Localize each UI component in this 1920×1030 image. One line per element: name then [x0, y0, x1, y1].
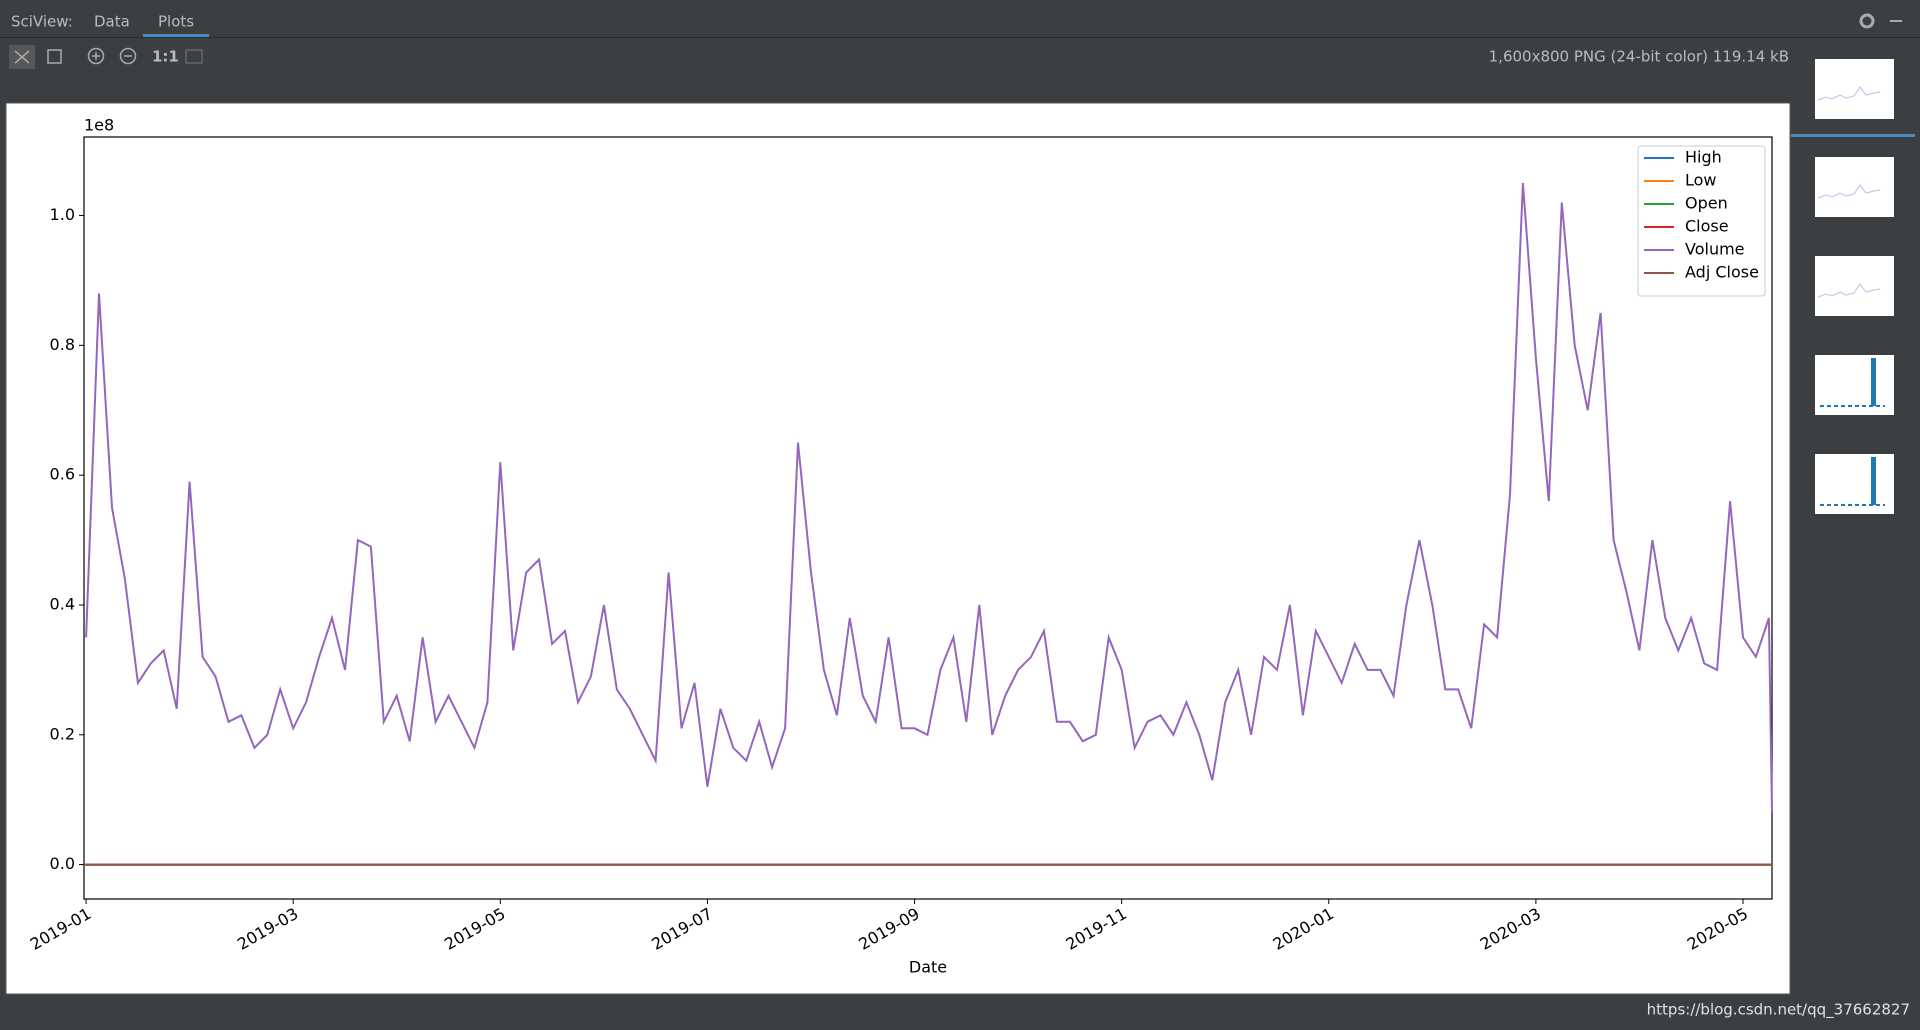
thumbnail-plot: [1817, 283, 1881, 298]
thumbnail-plot: [1871, 457, 1876, 505]
tab[interactable]: Data: [94, 13, 130, 31]
y-tick-label: 0.0: [50, 854, 75, 873]
grid-button[interactable]: [47, 49, 62, 64]
axes-frame: [83, 136, 1773, 900]
y-tick-label: 0.2: [50, 724, 75, 743]
image-info: 1,600x800 PNG (24-bit color) 119.14 kB: [1489, 48, 1789, 66]
image-canvas: [5, 102, 1791, 995]
zoom-in-button[interactable]: [87, 47, 105, 65]
zoom-out-button[interactable]: [119, 47, 137, 65]
y-tick-label: 0.8: [50, 335, 75, 354]
x-axis-label: Date: [909, 958, 947, 977]
thumbnails: [1815, 59, 1894, 514]
actual-size-button[interactable]: 1:1: [152, 48, 179, 66]
legend-label: Volume: [1685, 240, 1745, 259]
settings-icon[interactable]: [1859, 13, 1875, 29]
tool-window-label: SciView:: [11, 13, 73, 31]
series-line: [85, 183, 1773, 813]
offset-text: 1e8: [84, 116, 114, 135]
thumbnail-plot: [1871, 358, 1876, 406]
watermark: https://blog.csdn.net/qq_37662827: [1647, 1001, 1910, 1020]
legend-box: [1637, 145, 1766, 297]
zoom-in-icon: [92, 52, 100, 60]
fit-icon: [14, 50, 30, 64]
legend-label: Open: [1685, 194, 1728, 213]
minimize-button[interactable]: [1890, 20, 1902, 22]
legend-label: Close: [1685, 217, 1729, 236]
thumbnail[interactable]: [1815, 256, 1894, 316]
legend-label: Low: [1685, 171, 1717, 190]
thumbnail[interactable]: [1815, 157, 1894, 217]
thumbnail[interactable]: [1815, 355, 1894, 415]
y-tick-label: 1.0: [50, 205, 75, 224]
toolbar: [9, 45, 203, 69]
thumbnail-plot: [1817, 184, 1881, 199]
thumbnail[interactable]: [1815, 59, 1894, 119]
legend-label: High: [1685, 148, 1722, 167]
y-tick-label: 0.6: [50, 465, 75, 484]
legend-label: Adj Close: [1685, 263, 1759, 282]
active-tab-indicator: [143, 34, 209, 37]
background-button[interactable]: [185, 49, 203, 64]
y-tick-label: 0.4: [50, 594, 75, 613]
selected-thumbnail-indicator: [1791, 134, 1915, 137]
thumbnail[interactable]: [1815, 454, 1894, 514]
tab[interactable]: Plots: [158, 13, 194, 31]
thumbnail-plot: [1817, 86, 1881, 101]
tab-bar: [0, 0, 1920, 37]
